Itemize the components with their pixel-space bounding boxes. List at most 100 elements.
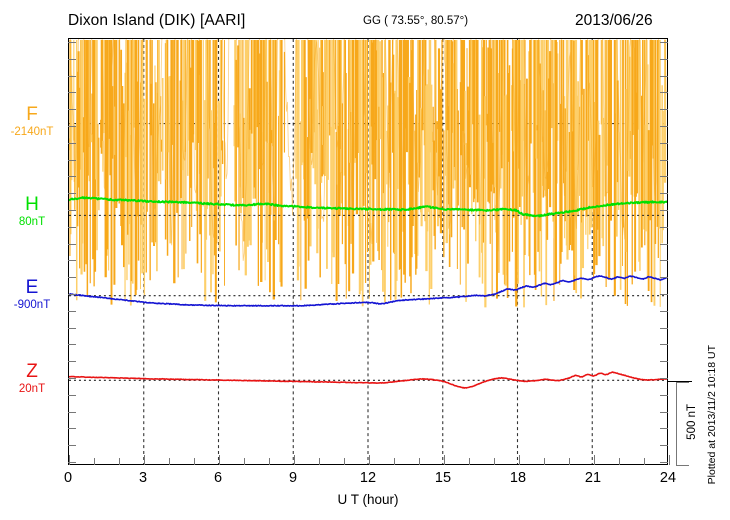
x-axis-tick-minor	[244, 458, 245, 465]
y-axis-tick	[660, 310, 668, 312]
y-axis-tick	[68, 193, 76, 195]
x-axis-tick-minor	[619, 458, 620, 465]
y-axis-tick	[68, 428, 76, 430]
component-letter-h: H	[25, 194, 39, 215]
x-axis-tick-major	[444, 455, 445, 465]
x-axis-tick-major	[144, 455, 145, 465]
component-value-h: 80nT	[18, 216, 46, 228]
y-axis-tick	[660, 193, 668, 195]
y-axis-tick	[660, 294, 668, 295]
component-value-e: -900nT	[13, 299, 51, 311]
y-axis-tick	[660, 58, 668, 60]
y-axis-tick	[68, 159, 76, 161]
x-axis-label: 15	[434, 470, 452, 486]
x-axis-tick-minor	[394, 458, 395, 465]
x-axis-label: 12	[359, 470, 377, 486]
plot-timestamp: Plotted at 2013/11/2 10:18 UT	[706, 345, 718, 485]
x-axis-title: U T (hour)	[337, 492, 399, 507]
component-label-z: Z 20nT	[0, 362, 64, 396]
component-letter-z: Z	[26, 361, 38, 382]
y-axis-tick	[660, 344, 668, 346]
z-baseline-extension	[668, 380, 692, 382]
y-axis-tick	[68, 277, 76, 279]
y-axis-tick	[660, 126, 668, 127]
x-axis-label: 6	[213, 470, 223, 486]
y-axis-tick	[68, 394, 76, 396]
y-axis-tick	[660, 277, 668, 279]
component-label-e: E -900nT	[0, 278, 64, 312]
y-axis-tick	[68, 310, 76, 312]
y-axis-tick	[660, 210, 668, 211]
x-axis-tick-major	[369, 455, 370, 465]
y-axis-tick	[68, 361, 76, 363]
x-axis-tick-minor	[544, 458, 545, 465]
x-axis-tick-major	[669, 455, 670, 465]
y-axis-tick	[660, 428, 668, 430]
y-axis-tick	[68, 58, 76, 60]
x-axis-tick-minor	[319, 458, 320, 465]
y-axis-tick	[660, 243, 668, 245]
x-axis-label: 24	[659, 470, 677, 486]
magnetogram-plot-area	[68, 38, 670, 465]
x-axis-tick-major	[219, 455, 220, 465]
y-axis-tick	[660, 327, 668, 329]
y-axis-tick	[660, 109, 668, 111]
y-axis-tick	[660, 176, 668, 178]
geographic-coordinates: GG ( 73.55°, 80.57°)	[363, 15, 469, 27]
x-axis-tick-major	[294, 455, 295, 465]
component-label-h: H 80nT	[0, 195, 64, 229]
scale-bar-cap-bottom	[676, 465, 689, 466]
x-axis-tick-major	[69, 455, 70, 465]
y-axis-tick	[660, 226, 668, 228]
y-axis-tick	[68, 210, 76, 211]
x-axis-label: 18	[509, 470, 527, 486]
x-axis-tick-minor	[269, 458, 270, 465]
y-axis-tick	[68, 327, 76, 329]
y-axis-tick	[68, 462, 76, 463]
y-axis-tick	[660, 159, 668, 161]
y-axis-tick	[660, 75, 668, 77]
x-axis-tick-minor	[569, 458, 570, 465]
magnetogram-canvas	[69, 39, 667, 464]
component-letter-e: E	[25, 277, 39, 298]
y-axis-tick	[68, 176, 76, 178]
y-axis-tick	[68, 243, 76, 245]
y-axis-tick	[68, 92, 76, 94]
component-label-f: F -2140nT	[0, 105, 64, 139]
y-axis-tick	[68, 445, 76, 447]
y-axis-tick	[68, 126, 76, 127]
x-axis-tick-minor	[469, 458, 470, 465]
x-axis-tick-minor	[344, 458, 345, 465]
y-axis-tick	[660, 142, 668, 144]
x-axis-tick-minor	[644, 458, 645, 465]
y-axis-tick	[660, 445, 668, 447]
y-axis-tick	[68, 378, 76, 379]
x-axis-tick-minor	[494, 458, 495, 465]
x-axis-tick-major	[594, 455, 595, 465]
scale-bar-label: 500 nT	[686, 404, 698, 440]
component-letter-f: F	[26, 104, 38, 125]
y-axis-tick	[68, 294, 76, 295]
y-axis-tick	[68, 344, 76, 346]
y-axis-tick	[68, 260, 76, 262]
y-axis-tick	[660, 411, 668, 413]
y-axis-tick	[68, 42, 76, 43]
station-title: Dixon Island (DIK) [AARI]	[68, 12, 246, 29]
component-value-f: -2140nT	[10, 126, 54, 138]
x-axis-label: 0	[63, 470, 73, 486]
y-axis-tick	[660, 361, 668, 363]
y-axis-tick	[660, 42, 668, 43]
y-axis-tick	[68, 109, 76, 111]
y-axis-tick	[68, 411, 76, 413]
x-axis-tick-major	[519, 455, 520, 465]
x-axis-tick-minor	[94, 458, 95, 465]
y-axis-tick	[660, 260, 668, 262]
x-axis-tick-minor	[194, 458, 195, 465]
y-axis-tick	[68, 226, 76, 228]
observation-date: 2013/06/26	[575, 12, 653, 29]
x-axis-label: 9	[288, 470, 298, 486]
scale-bar-cap-top	[676, 382, 689, 383]
x-axis-tick-minor	[119, 458, 120, 465]
scale-bar-line	[676, 382, 677, 466]
y-axis-tick	[660, 394, 668, 396]
